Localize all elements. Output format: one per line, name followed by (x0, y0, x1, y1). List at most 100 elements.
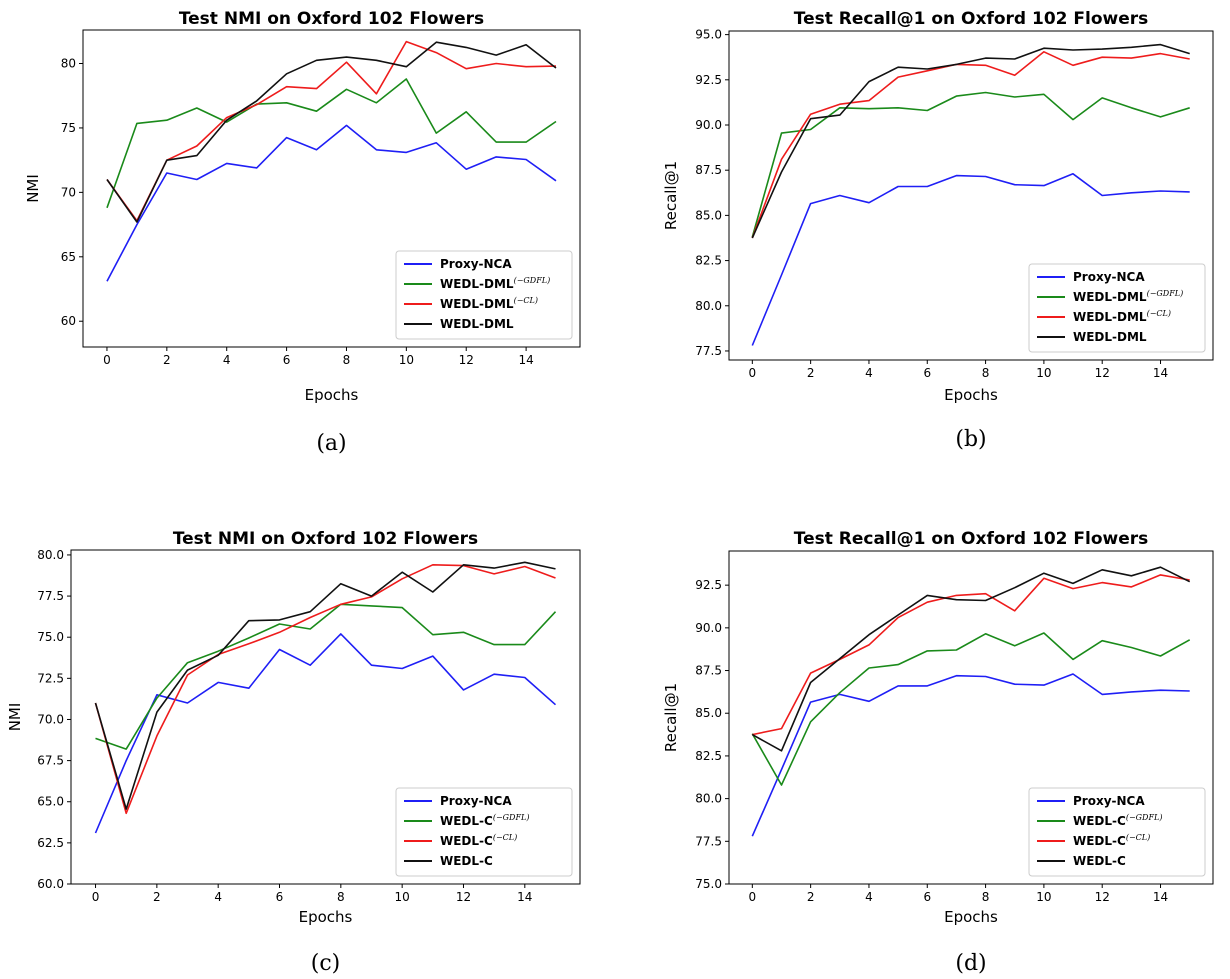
y-tick-label: 87.5 (695, 664, 722, 678)
x-tick-label: 4 (214, 890, 222, 904)
y-tick-label: 80.0 (37, 548, 64, 562)
series-line-2 (751, 50, 1190, 239)
plot-frame (728, 30, 1214, 361)
x-axis-label: Epochs (305, 386, 359, 404)
y-tick-label: 92.5 (695, 578, 722, 592)
legend-label-superscript: (−GDFL) (514, 276, 551, 285)
y-tick-label: 85.0 (695, 208, 722, 222)
legend-label: WEDL-DML (440, 317, 514, 331)
x-tick-label: 4 (865, 890, 873, 904)
y-tick-label: 77.5 (695, 344, 722, 358)
legend-frame (1028, 263, 1206, 353)
x-tick-label: 8 (982, 890, 990, 904)
chart-panel-a: Test NMI on Oxford 102 Flowers 0 2 4 6 8 10 12 1… (24, 9, 581, 456)
legend-label: WEDL-DML(−CL) (440, 296, 538, 311)
y-tick-label: 67.5 (37, 754, 64, 768)
legend-label: Proxy-NCA (1073, 794, 1145, 808)
y-tick-label: 95.0 (695, 28, 722, 42)
x-tick-label: 10 (1036, 366, 1051, 380)
x-tick-label: 14 (1153, 890, 1168, 904)
legend-label-superscript: (−GDFL) (1126, 813, 1163, 822)
series-line-3 (106, 41, 557, 223)
y-axis-label: Recall@1 (662, 161, 680, 230)
series-line-2 (752, 574, 1190, 736)
y-tick-label: 70 (61, 185, 76, 199)
x-tick-label: 0 (749, 366, 757, 380)
chart-panel-b: Test Recall@1 on Oxford 102 Flowers 0 2 4 6 8… (662, 9, 1214, 452)
series-line-2 (94, 563, 556, 815)
x-tick-label: 6 (923, 890, 931, 904)
series-line-2 (106, 40, 557, 222)
x-tick-label: 6 (276, 890, 284, 904)
x-tick-label: 4 (223, 353, 231, 367)
legend-label: WEDL-C (1073, 854, 1126, 868)
x-tick-label: 10 (395, 890, 410, 904)
plot-frame (70, 549, 581, 885)
x-tick-label: 2 (153, 890, 161, 904)
series-line-0 (94, 633, 557, 834)
chart-title: Test Recall@1 on Oxford 102 Flowers (794, 9, 1149, 29)
x-tick-label: 10 (1036, 890, 1051, 904)
x-tick-label: 14 (517, 890, 532, 904)
y-tick-label: 60.0 (37, 877, 64, 891)
y-tick-label: 80.0 (695, 792, 722, 806)
x-tick-label: 8 (343, 353, 351, 367)
y-tick-label: 87.5 (695, 163, 722, 177)
legend-label-superscript: (−CL) (493, 833, 517, 842)
legend-label-superscript: (−GDFL) (493, 813, 530, 822)
legend-label: Proxy-NCA (1073, 270, 1145, 284)
x-tick-label: 6 (923, 366, 931, 380)
series-line-0 (751, 673, 1190, 837)
x-tick-label: 2 (807, 366, 815, 380)
series-line-3 (751, 566, 1191, 752)
legend-frame (1028, 787, 1206, 877)
legend-label: WEDL-DML (1073, 330, 1147, 344)
x-tick-label: 2 (163, 353, 171, 367)
y-tick-label: 62.5 (37, 836, 64, 850)
y-tick-label: 80.0 (695, 299, 722, 313)
x-tick-label: 10 (399, 353, 414, 367)
legend-label-superscript: (−CL) (514, 296, 538, 305)
series-line-3 (94, 561, 556, 810)
chart-panel-d: Test Recall@1 on Oxford 102 Flowers 0 2 4 6 8… (662, 529, 1214, 976)
legend-label-superscript: (−CL) (1147, 309, 1171, 318)
y-tick-label: 65.0 (37, 795, 64, 809)
legend-label: Proxy-NCA (440, 257, 512, 271)
series-line-0 (751, 173, 1190, 346)
chart-title: Test NMI on Oxford 102 Flowers (179, 9, 484, 29)
y-tick-label: 75.0 (37, 630, 64, 644)
legend-label: Proxy-NCA (440, 794, 512, 808)
y-tick-label: 82.5 (695, 254, 722, 268)
y-tick-label: 65 (61, 250, 76, 264)
y-tick-label: 72.5 (37, 671, 64, 685)
legend: Proxy-NCAWEDL-DML(−GDFL)WEDL-DML(−CL)WED… (1028, 263, 1206, 353)
y-tick-label: 77.5 (695, 834, 722, 848)
panel-caption: (a) (316, 431, 346, 456)
series-line-1 (106, 78, 557, 209)
y-tick-label: 80 (61, 57, 76, 71)
x-tick-label: 6 (283, 353, 291, 367)
y-tick-label: 70.0 (37, 712, 64, 726)
x-tick-label: 0 (103, 353, 111, 367)
x-tick-label: 4 (865, 366, 873, 380)
legend-label: WEDL-DML(−CL) (1073, 309, 1171, 324)
series-line-1 (751, 91, 1190, 238)
legend-label-superscript: (−CL) (1126, 833, 1150, 842)
y-tick-label: 77.5 (37, 589, 64, 603)
x-tick-label: 0 (749, 890, 757, 904)
legend-label-superscript: (−GDFL) (1147, 289, 1184, 298)
panel-caption: (d) (955, 951, 986, 976)
plot-frame (728, 550, 1214, 885)
y-tick-label: 75 (61, 121, 76, 135)
x-axis-label: Epochs (944, 386, 998, 404)
x-tick-label: 0 (92, 890, 100, 904)
series-line-0 (106, 124, 557, 282)
series-line-1 (751, 632, 1191, 786)
legend-frame (395, 787, 573, 877)
y-tick-label: 75.0 (695, 877, 722, 891)
y-tick-label: 92.5 (695, 73, 722, 87)
legend-frame (395, 250, 573, 340)
x-axis-label: Epochs (299, 908, 353, 926)
